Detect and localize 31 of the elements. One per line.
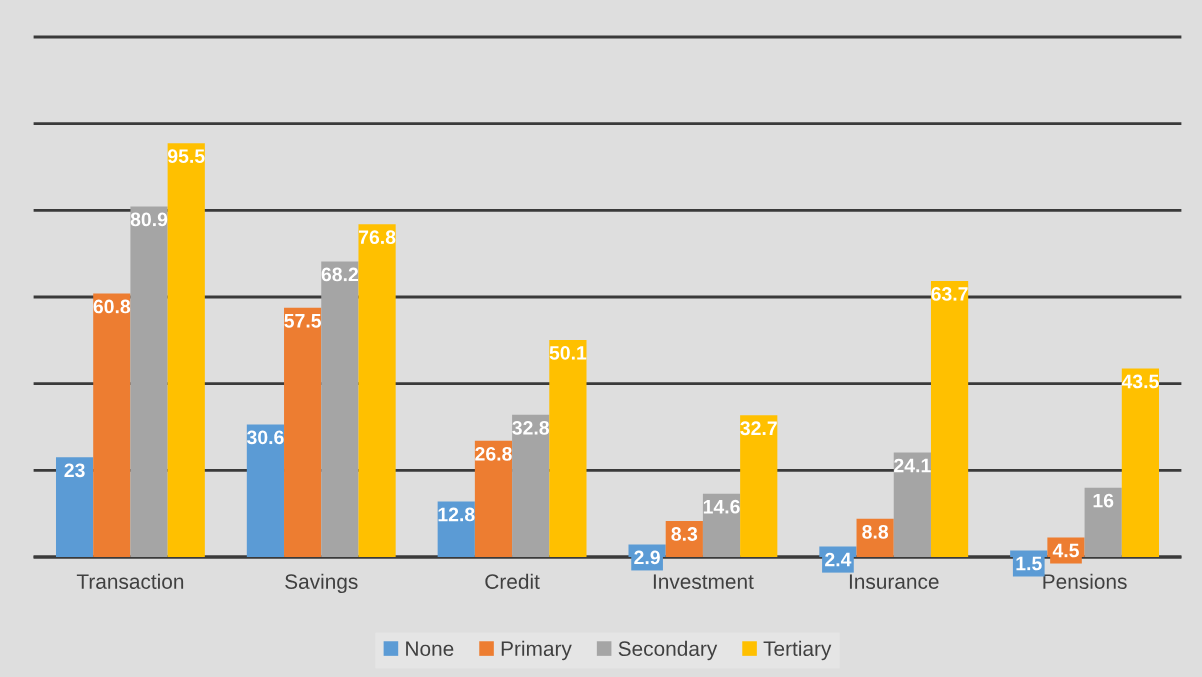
data-label: 8.3 [671, 527, 698, 541]
x-tick-label: Insurance [849, 574, 939, 589]
data-label: 8.8 [862, 524, 889, 539]
data-label: 23 [64, 463, 85, 478]
data-label: 95.5 [167, 149, 205, 163]
data-label: 1.5 [1016, 556, 1042, 571]
data-label: 30.6 [246, 430, 284, 445]
data-label: 50.1 [549, 345, 587, 360]
data-label: 32.7 [740, 421, 777, 436]
data-label: 32.8 [512, 420, 550, 435]
data-label: 60.8 [93, 299, 131, 314]
x-tick-label: Credit [485, 573, 540, 589]
x-tick-label: Savings [285, 573, 358, 594]
legend-label: Secondary [618, 640, 718, 661]
data-label: 76.8 [358, 230, 396, 245]
data-label: 68.2 [321, 267, 358, 282]
legend-label: Tertiary [763, 640, 832, 661]
data-label: 26.8 [475, 446, 512, 461]
data-label: 63.7 [931, 287, 968, 301]
x-tick-label: Transaction [76, 573, 184, 589]
data-label: 43.5 [1121, 374, 1159, 389]
x-tick-label: Pensions [1043, 573, 1127, 589]
data-label: 80.9 [130, 212, 168, 227]
legend-label: None [406, 641, 454, 657]
data-label: 57.5 [284, 314, 322, 328]
x-tick-label: Investment [653, 574, 754, 589]
legend-label: Primary [501, 640, 572, 661]
data-label: 24.1 [894, 458, 931, 473]
data-label: 16 [1093, 493, 1114, 508]
data-label: 14.6 [703, 499, 740, 514]
data-label: 12.8 [438, 507, 475, 522]
